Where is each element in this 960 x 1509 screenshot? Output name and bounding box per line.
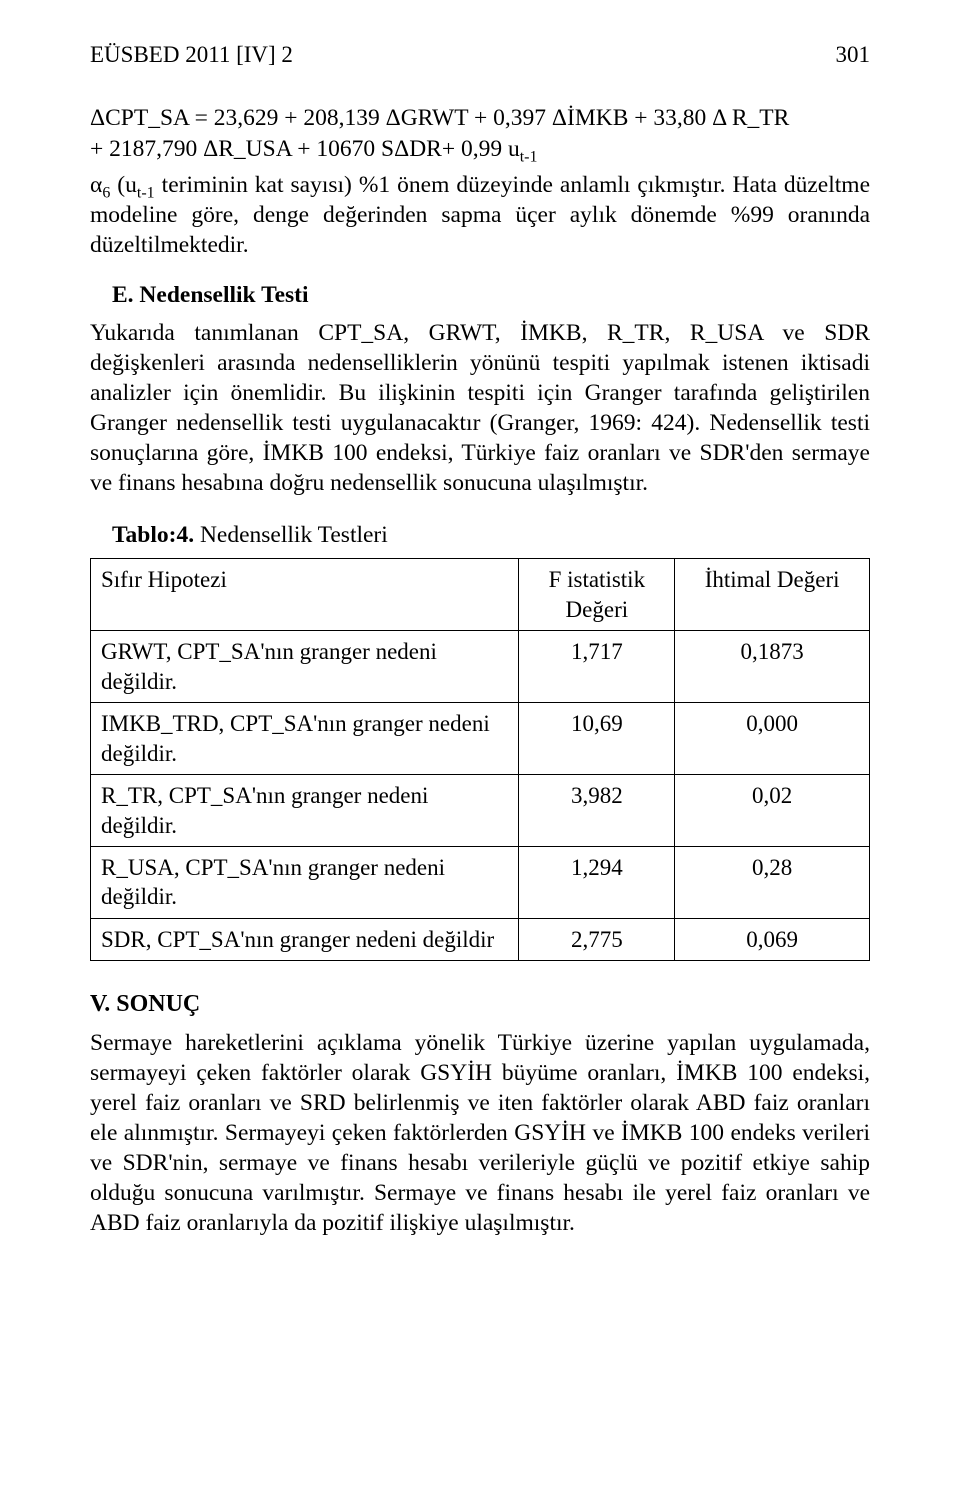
- cell-hypothesis: R_TR, CPT_SA'nın granger nedeni değildir…: [91, 775, 519, 847]
- cell-pvalue: 0,1873: [675, 631, 870, 703]
- fstat-line2: Değeri: [566, 597, 629, 622]
- cell-fstat: 1,294: [519, 846, 675, 918]
- section-e-title: E. Nedensellik Testi: [112, 280, 870, 310]
- col-fstat: F istatistik Değeri: [519, 559, 675, 631]
- alpha-symbol: α: [90, 172, 102, 198]
- equation-subscript: t-1: [520, 148, 538, 165]
- u-sub: t-1: [137, 184, 155, 201]
- table-header-row: Sıfır Hipotezi F istatistik Değeri İhtim…: [91, 559, 870, 631]
- cell-fstat: 1,717: [519, 631, 675, 703]
- col-hypothesis: Sıfır Hipotezi: [91, 559, 519, 631]
- cell-fstat: 3,982: [519, 775, 675, 847]
- paragraph-alpha: α6 (ut-1 teriminin kat sayısı) %1 önem d…: [90, 170, 870, 260]
- cell-fstat: 2,775: [519, 918, 675, 960]
- alpha-text-b: (u: [110, 172, 137, 198]
- equation-line2: + 2187,790 ΔR_USA + 10670 SΔDR+ 0,99 u: [90, 136, 520, 162]
- cell-hypothesis: R_USA, CPT_SA'nın granger nedeni değildi…: [91, 846, 519, 918]
- cell-pvalue: 0,000: [675, 703, 870, 775]
- causality-table: Sıfır Hipotezi F istatistik Değeri İhtim…: [90, 558, 870, 961]
- col-pvalue: İhtimal Değeri: [675, 559, 870, 631]
- cell-fstat: 10,69: [519, 703, 675, 775]
- equation-line1: ΔCPT_SA = 23,629 + 208,139 ΔGRWT + 0,397…: [90, 105, 789, 131]
- header-journal: EÜSBED 2011 [IV] 2: [90, 40, 293, 69]
- section-sonuc-body: Sermaye hareketlerini açıklama yönelik T…: [90, 1028, 870, 1239]
- cell-pvalue: 0,28: [675, 846, 870, 918]
- table-row: GRWT, CPT_SA'nın granger nedeni değildir…: [91, 631, 870, 703]
- section-e-body: Yukarıda tanımlanan CPT_SA, GRWT, İMKB, …: [90, 318, 870, 498]
- table-row: R_TR, CPT_SA'nın granger nedeni değildir…: [91, 775, 870, 847]
- table-title-rest: Nedensellik Testleri: [194, 522, 388, 548]
- table-row: IMKB_TRD, CPT_SA'nın granger nedeni deği…: [91, 703, 870, 775]
- table-title-bold: Tablo:4.: [112, 522, 194, 548]
- header-page-number: 301: [836, 40, 871, 69]
- table-title: Tablo:4. Nedensellik Testleri: [112, 520, 870, 550]
- alpha-text-c: teriminin kat sayısı) %1 önem düzeyinde …: [90, 172, 870, 258]
- section-sonuc-title: V. SONUÇ: [90, 989, 870, 1020]
- regression-equation: ΔCPT_SA = 23,629 + 208,139 ΔGRWT + 0,397…: [90, 103, 870, 163]
- cell-hypothesis: GRWT, CPT_SA'nın granger nedeni değildir…: [91, 631, 519, 703]
- table-row: SDR, CPT_SA'nın granger nedeni değildir …: [91, 918, 870, 960]
- page-header: EÜSBED 2011 [IV] 2 301: [90, 40, 870, 69]
- cell-pvalue: 0,02: [675, 775, 870, 847]
- table-row: R_USA, CPT_SA'nın granger nedeni değildi…: [91, 846, 870, 918]
- cell-hypothesis: IMKB_TRD, CPT_SA'nın granger nedeni deği…: [91, 703, 519, 775]
- cell-hypothesis: SDR, CPT_SA'nın granger nedeni değildir: [91, 918, 519, 960]
- cell-pvalue: 0,069: [675, 918, 870, 960]
- fstat-line1: F istatistik: [549, 567, 646, 592]
- page: EÜSBED 2011 [IV] 2 301 ΔCPT_SA = 23,629 …: [0, 0, 960, 1509]
